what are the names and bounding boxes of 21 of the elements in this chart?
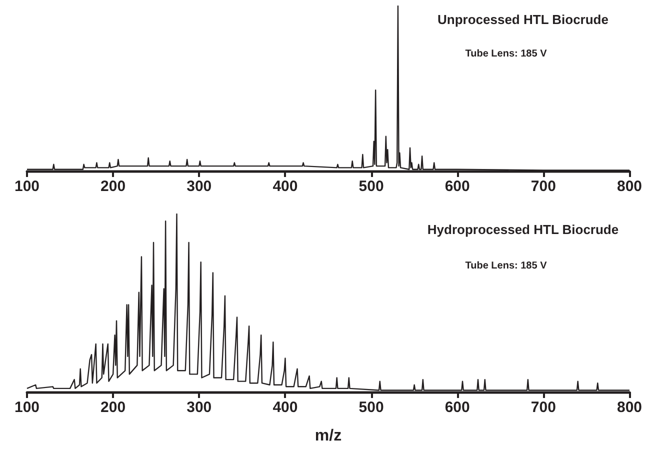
x-tick-label: 300	[186, 399, 212, 416]
text: Hydroprocessed HTL Biocrude	[427, 222, 619, 237]
text: Tube Lens: 185 V	[465, 260, 548, 272]
text: Tube Lens: 185 V	[465, 48, 548, 60]
x-tick-label: 200	[100, 178, 126, 195]
x-tick-label: 600	[444, 178, 470, 195]
x-tick-label: 800	[616, 178, 642, 195]
x-axis-title: m/z	[314, 428, 342, 444]
x-tick-label: 700	[530, 178, 556, 195]
x-tick-label: 500	[358, 399, 384, 416]
x-tick-label: 800	[616, 399, 642, 416]
x-tick-label: 100	[14, 399, 40, 416]
x-tick-label: 200	[100, 399, 126, 416]
x-tick-label: 400	[272, 399, 298, 416]
x-tick-label: 600	[444, 399, 470, 416]
x-tick-label: 500	[358, 178, 384, 195]
x-tick-label: 300	[186, 178, 212, 195]
x-tick-label: 700	[530, 399, 556, 416]
x-tick-label: 400	[272, 178, 298, 195]
text: Unprocessed HTL Biocrude	[438, 12, 608, 27]
x-tick-label: 100	[14, 178, 40, 195]
